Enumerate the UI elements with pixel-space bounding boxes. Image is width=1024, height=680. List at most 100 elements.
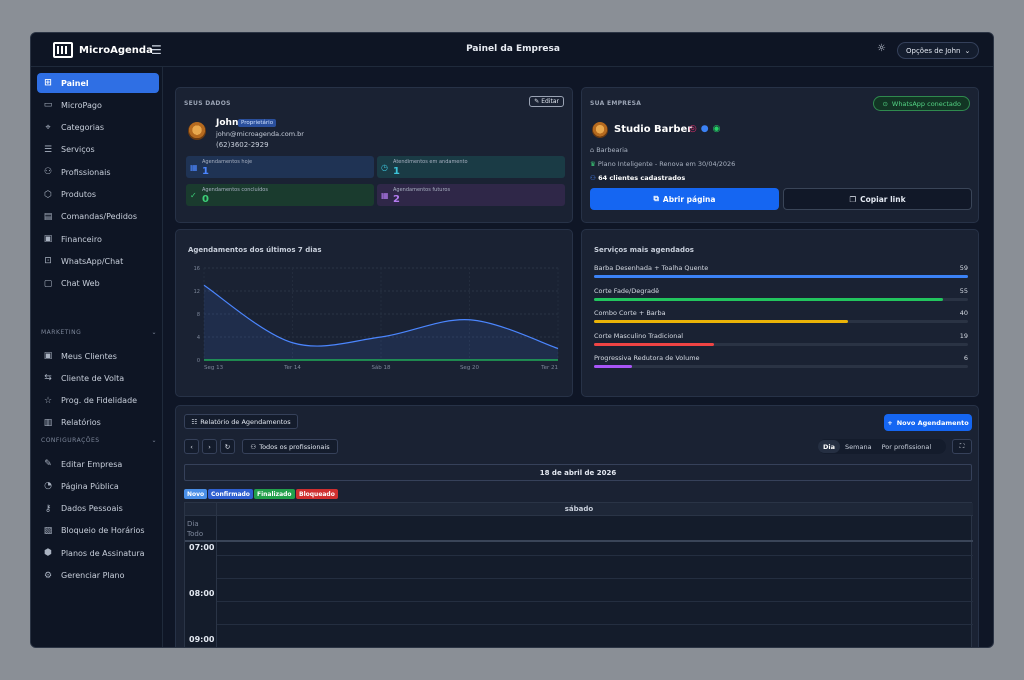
app-window: MicroAgenda ☰ Painel da Empresa ☼ Opções…: [30, 32, 994, 648]
sidebar-item-painel[interactable]: ⊞ Painel: [37, 73, 159, 93]
stat-label: Agendamentos hoje: [202, 159, 253, 165]
stat-icon: ◷: [381, 163, 388, 172]
x-tick-label: Ter 14: [283, 365, 301, 371]
sidebar-item-dados-pessoais[interactable]: ⚷ Dados Pessoais: [37, 499, 159, 519]
stat-label: Agendamentos concluídos: [202, 187, 268, 193]
crown-icon: ♛: [590, 160, 598, 168]
fullscreen-button[interactable]: ⛶: [952, 439, 972, 454]
calendar-card: ☷ Relatório de Agendamentos + Novo Agendam…: [175, 405, 979, 648]
chart-title: Agendamentos dos últimos 7 dias: [188, 246, 322, 254]
time-slot-line[interactable]: [217, 555, 973, 556]
view-day[interactable]: Dia: [818, 440, 841, 453]
instagram-icon[interactable]: ◎: [688, 124, 697, 134]
sidebar-item-bloqueio-de-horarios[interactable]: ▧ Bloqueio de Horários: [37, 521, 159, 541]
service-bar-track: [594, 342, 968, 346]
whatsapp-status-badge[interactable]: ⊙ WhatsApp conectado: [873, 96, 970, 111]
service-name: Corte Fade/Degradê: [594, 286, 660, 295]
chevron-down-icon: ⌄: [151, 437, 157, 444]
pencil-icon: ✎: [534, 98, 542, 105]
open-page-button[interactable]: ⧉ Abrir página: [590, 188, 779, 210]
next-button[interactable]: ›: [202, 439, 217, 454]
x-tick-label: Seg 20: [460, 365, 480, 371]
service-bar-track: [594, 320, 968, 323]
sidebar-item-produtos[interactable]: ⬡ Produtos: [37, 185, 159, 205]
stat-card: ▦ Agendamentos futuros 2: [377, 184, 565, 206]
fullscreen-icon: ⛶: [959, 442, 965, 450]
sidebar-item-relatorios[interactable]: ▥ Relatórios: [37, 413, 159, 433]
sidebar-item-meus-clientes[interactable]: ▣ Meus Clientes: [37, 346, 159, 366]
service-bar-fill: [594, 365, 633, 368]
sidebar-item-gerenciar-plano[interactable]: ⚙ Gerenciar Plano: [37, 566, 159, 586]
time-slot-line[interactable]: [217, 601, 973, 602]
sidebar-item-label: Comandas/Pedidos: [61, 212, 137, 222]
prev-button[interactable]: ‹: [184, 439, 199, 454]
user-email: john@microagenda.com.br: [216, 130, 304, 138]
sidebar-item-chat-web[interactable]: ▢ Chat Web: [37, 274, 159, 294]
business-plan-text: Plano Inteligente - Renova em 30/04/2026: [597, 160, 736, 168]
user-name: John: [216, 118, 239, 128]
external-link-icon: ⧉: [653, 194, 659, 203]
sidebar-item-planos-de-assinatura[interactable]: ⬢ Planos de Assinatura: [37, 543, 159, 563]
theme-toggle-icon[interactable]: ☼: [877, 43, 886, 54]
marketing-section-header[interactable]: MARKETING ⌄: [41, 329, 157, 336]
sidebar-item-micropago[interactable]: ▭ MicroPago: [37, 95, 159, 115]
sidebar-item-prog-de-fidelidade[interactable]: ☆ Prog. de Fidelidade: [37, 391, 159, 411]
sidebar-item-label: Painel: [61, 78, 89, 88]
stat-icon: ✓: [190, 191, 197, 200]
sua-empresa-card: SUA EMPRESA ⊙ WhatsApp conectado Studio B…: [581, 87, 979, 223]
sidebar-item-pagina-publica[interactable]: ◔ Página Pública: [37, 476, 159, 496]
config-section-header[interactable]: CONFIGURAÇÕES ⌄: [41, 437, 157, 444]
sidebar-item-label: Profissionais: [61, 167, 111, 177]
time-slot-line[interactable]: [217, 578, 973, 579]
user-menu-button[interactable]: Opções de John ⌄: [897, 42, 980, 59]
stat-card: ◷ Atendimentos em andamento 1: [377, 156, 565, 178]
edit-button[interactable]: ✎ Editar: [529, 96, 564, 107]
money-icon: ▣: [43, 234, 53, 245]
legend-tag: Novo: [184, 489, 208, 499]
social-links: · ◎ ● ◉: [682, 124, 721, 134]
sidebar-item-label: Financeiro: [61, 234, 102, 244]
sidebar-item-label: Relatórios: [61, 418, 101, 428]
stat-value: 1: [202, 166, 209, 177]
time-slot-line[interactable]: [217, 647, 973, 648]
sidebar-item-servicos[interactable]: ☰ Serviços: [37, 140, 159, 160]
receipt-icon: ▤: [43, 211, 53, 222]
service-bar-fill: [594, 342, 715, 346]
report-button[interactable]: ☷ Relatório de Agendamentos: [184, 414, 298, 429]
calendar-block-icon: ▧: [43, 525, 53, 536]
package-icon: ⬢: [44, 548, 52, 559]
view-professional[interactable]: Por profissional: [881, 442, 932, 451]
logo-icon: [53, 42, 73, 58]
sidebar-item-profissionais[interactable]: ⚇ Profissionais: [37, 162, 159, 182]
service-name: Progressiva Redutora de Volume: [594, 354, 700, 362]
hamburger-icon[interactable]: ☰: [151, 43, 162, 57]
sidebar-item-label: Categorias: [61, 123, 105, 133]
service-name: Combo Corte + Barba: [594, 309, 666, 317]
legend-tag: Bloqueado: [296, 489, 338, 499]
sidebar-item-label: WhatsApp/Chat: [61, 256, 124, 266]
star-icon: ☆: [43, 395, 53, 406]
sidebar-item-whatsapp-chat[interactable]: ⊡ WhatsApp/Chat: [37, 251, 159, 271]
y-tick-label: 0: [197, 358, 200, 364]
facebook-icon[interactable]: ●: [700, 124, 709, 134]
service-name: Corte Masculino Tradicional: [594, 331, 684, 340]
view-week[interactable]: Semana: [845, 442, 872, 451]
professional-filter-button[interactable]: ⚇ Todos os profissionais: [242, 439, 338, 454]
copy-link-button[interactable]: ❐ Copiar link: [783, 188, 972, 210]
time-slot-line[interactable]: [217, 624, 973, 625]
x-tick-label: Sáb 18: [371, 364, 391, 371]
whatsapp-icon[interactable]: ◉: [712, 124, 721, 134]
sidebar-item-categorias[interactable]: ⌖ Categorias: [37, 118, 159, 138]
logo[interactable]: MicroAgenda: [53, 42, 153, 58]
sidebar-item-financeiro[interactable]: ▣ Financeiro: [37, 229, 159, 249]
chevron-down-icon: ⌄: [151, 329, 157, 336]
open-page-label: Abrir página: [662, 194, 716, 204]
new-appointment-button[interactable]: + Novo Agendamento: [884, 414, 972, 431]
sidebar-item-comandas-pedidos[interactable]: ▤ Comandas/Pedidos: [37, 207, 159, 227]
refresh-button[interactable]: ↻: [220, 439, 235, 454]
sidebar-item-editar-empresa[interactable]: ✎ Editar Empresa: [37, 454, 159, 474]
sidebar-item-label: Cliente de Volta: [61, 373, 125, 383]
time-label: 08:00: [189, 589, 215, 598]
user-phone: (62)3602-2929: [216, 141, 269, 149]
sidebar-item-cliente-de-volta[interactable]: ⇆ Cliente de Volta: [37, 368, 159, 388]
